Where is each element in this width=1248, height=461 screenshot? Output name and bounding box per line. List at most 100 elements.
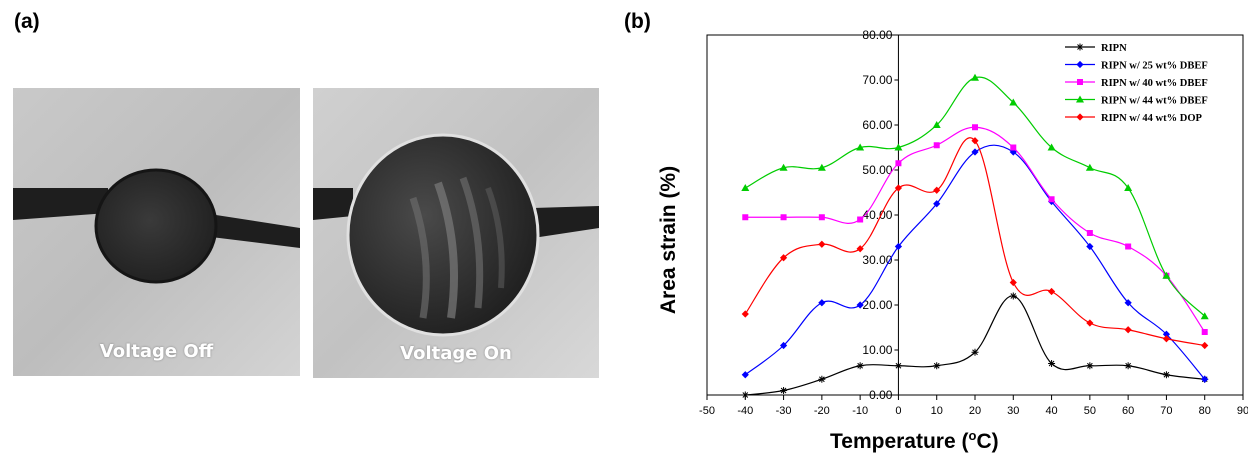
x-tick-label: 80 (1199, 405, 1211, 417)
voltage-off-image (13, 88, 300, 376)
data-point (1086, 242, 1094, 251)
data-point (932, 121, 941, 128)
x-tick-label: 30 (1007, 405, 1019, 417)
data-point (818, 214, 825, 221)
data-point (971, 148, 979, 156)
x-tick-label: -10 (852, 405, 868, 417)
data-point (933, 142, 940, 149)
photo-voltage-off: Voltage Off (13, 88, 300, 376)
data-point (741, 310, 749, 318)
data-point (971, 348, 979, 356)
data-point (1086, 230, 1093, 236)
data-point (1085, 163, 1094, 171)
caption-voltage-on: Voltage On (400, 343, 512, 364)
data-point (1077, 79, 1083, 85)
x-tick-label: -20 (814, 405, 830, 417)
data-point (1047, 143, 1056, 151)
data-point (1162, 335, 1171, 343)
data-point (1076, 60, 1084, 69)
data-point (1076, 43, 1084, 51)
data-point (894, 143, 903, 151)
legend-label: RIPN w/ 44 wt% DBEF (1101, 96, 1208, 107)
data-point (818, 240, 826, 248)
caption-voltage-off: Voltage Off (99, 341, 214, 362)
data-point (1048, 360, 1056, 367)
legend-item: RIPN w/ 44 wt% DOP (1065, 113, 1202, 124)
data-point (1124, 299, 1132, 307)
voltage-on-image (313, 88, 599, 378)
x-tick-label: 50 (1084, 405, 1096, 417)
data-point (1201, 329, 1208, 335)
area-strain-chart: -50 -40 -30 -20 -10 0 10 20 30 40 50 60 70 80 90 0.00 10… (699, 28, 1248, 417)
data-point (972, 124, 978, 131)
series-5 (741, 137, 1209, 350)
legend-item: RIPN (1065, 43, 1127, 54)
data-point (1048, 196, 1055, 203)
legend-label: RIPN w/ 40 wt% DBEF (1101, 78, 1208, 89)
legend-item: RIPN w/ 25 wt% DBEF (1065, 61, 1208, 72)
data-point (1201, 341, 1209, 350)
data-point (856, 362, 864, 370)
y-tick-label: 10.00 (862, 343, 892, 357)
data-point (741, 371, 749, 379)
x-tick-label: -50 (699, 405, 715, 417)
x-axis-title-prefix: Temperature ( (830, 430, 969, 453)
data-point (780, 214, 787, 221)
data-point (741, 391, 749, 399)
photo-voltage-on: Voltage On (313, 88, 599, 378)
legend-label: RIPN w/ 25 wt% DBEF (1101, 61, 1208, 72)
y-tick-label: 30.00 (862, 253, 892, 267)
series-line (744, 144, 1206, 380)
series-3 (742, 124, 1208, 335)
series-4 (741, 73, 1209, 320)
x-axis-title-degree: o (968, 428, 977, 443)
data-point (1010, 144, 1017, 151)
data-point (1162, 371, 1170, 379)
y-tick-label: 40.00 (862, 208, 892, 222)
series-1 (741, 292, 1209, 399)
legend-label: RIPN (1101, 43, 1127, 54)
data-point (1125, 243, 1132, 250)
y-tick-label: 50.00 (862, 163, 892, 177)
data-point (1201, 375, 1209, 383)
data-point (971, 73, 979, 81)
y-tick-label: 70.00 (862, 73, 892, 87)
data-point (1124, 326, 1132, 334)
x-tick-label: 10 (931, 405, 943, 417)
data-point (1086, 362, 1094, 370)
x-tick-label: 70 (1160, 405, 1172, 417)
data-point (933, 362, 941, 370)
data-point (971, 137, 979, 145)
data-point (1124, 184, 1133, 191)
data-point (894, 362, 902, 370)
x-tick-label: 60 (1122, 405, 1134, 417)
panel-label-a: (a) (14, 10, 40, 33)
legend-label: RIPN w/ 44 wt% DOP (1101, 113, 1202, 124)
data-point (1086, 319, 1094, 327)
series-line (745, 126, 1206, 333)
y-tick-label: 60.00 (862, 118, 892, 132)
y-axis-title-text: Area strain (%) (657, 165, 680, 315)
y-tick-label: 0.00 (869, 388, 893, 402)
panel-label-b: (b) (624, 10, 651, 33)
data-point (779, 163, 788, 171)
legend-item: RIPN w/ 44 wt% DBEF (1065, 95, 1208, 107)
series-2 (741, 144, 1209, 383)
x-tick-label: 90 (1237, 405, 1248, 417)
data-point (1076, 113, 1084, 121)
data-point (780, 387, 788, 394)
data-point (895, 160, 902, 167)
data-point (1009, 148, 1017, 156)
data-point (741, 184, 750, 191)
y-tick-label: 80.00 (862, 28, 892, 42)
data-point (817, 163, 826, 171)
data-point (1009, 278, 1017, 287)
x-axis-title-suffix: C) (976, 430, 999, 453)
data-point (933, 200, 941, 208)
data-point (856, 143, 865, 151)
data-point (1047, 287, 1056, 296)
data-point (742, 214, 749, 221)
x-tick-label: 40 (1045, 405, 1057, 417)
x-axis-title: Temperature (oC) (830, 428, 999, 454)
y-axis-title: Area strain (%) (655, 150, 683, 330)
